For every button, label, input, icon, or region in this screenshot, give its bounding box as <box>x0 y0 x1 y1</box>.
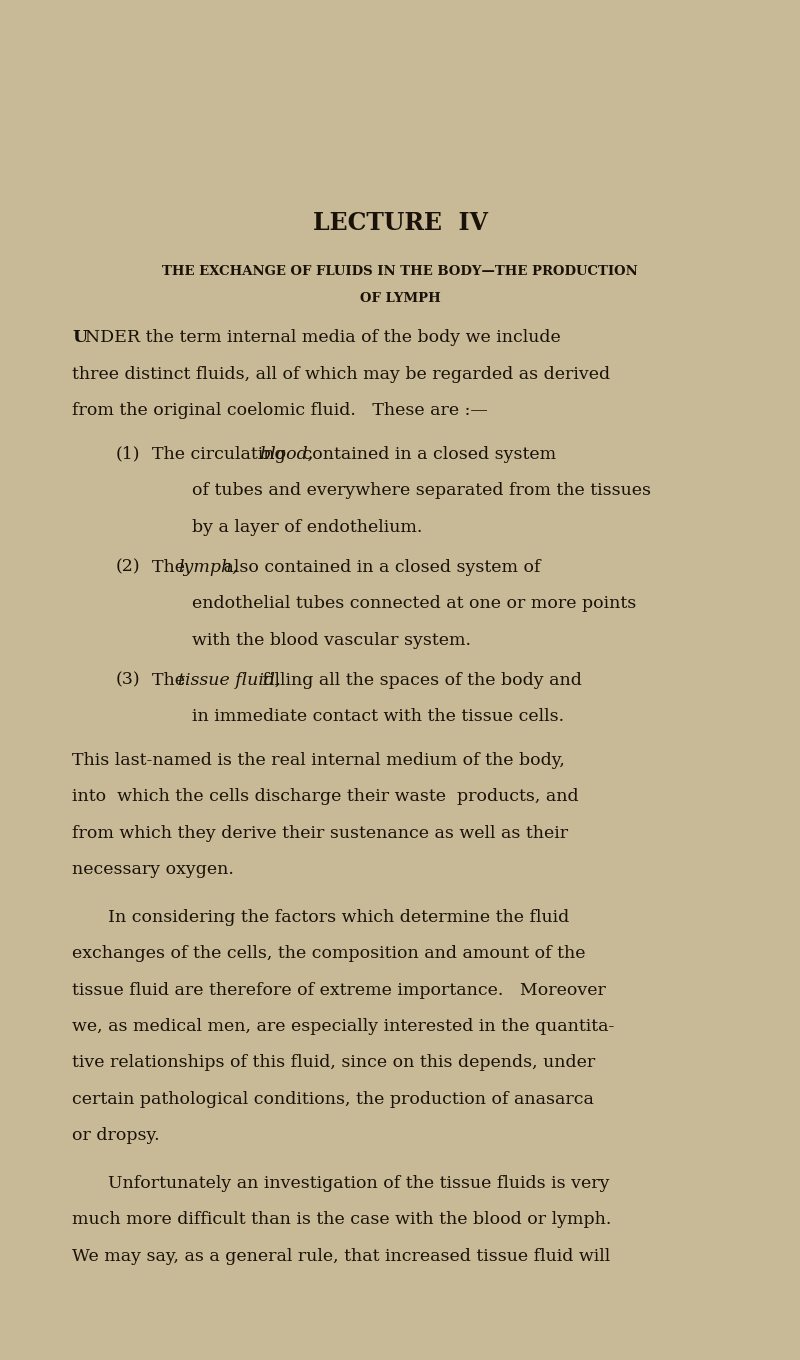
Text: by a layer of endothelium.: by a layer of endothelium. <box>192 518 422 536</box>
Text: from the original coelomic fluid.   These are :—: from the original coelomic fluid. These … <box>72 403 488 419</box>
Text: tive relationships of this fluid, since on this depends, under: tive relationships of this fluid, since … <box>72 1054 595 1072</box>
Text: U: U <box>72 329 87 345</box>
Text: THE EXCHANGE OF FLUIDS IN THE BODY—THE PRODUCTION: THE EXCHANGE OF FLUIDS IN THE BODY—THE P… <box>162 265 638 279</box>
Text: with the blood vascular system.: with the blood vascular system. <box>192 631 471 649</box>
Text: from which they derive their sustenance as well as their: from which they derive their sustenance … <box>72 824 568 842</box>
Text: The: The <box>152 559 190 575</box>
Text: NDER the term internal media of the body we include: NDER the term internal media of the body… <box>85 329 561 345</box>
Text: much more difficult than is the case with the blood or lymph.: much more difficult than is the case wit… <box>72 1212 611 1228</box>
Text: (1): (1) <box>116 446 141 462</box>
Text: In considering the factors which determine the fluid: In considering the factors which determi… <box>108 908 570 926</box>
Text: we, as medical men, are especially interested in the quantita-: we, as medical men, are especially inter… <box>72 1019 614 1035</box>
Text: three distinct fluids, all of which may be regarded as derived: three distinct fluids, all of which may … <box>72 366 610 382</box>
Text: blood,: blood, <box>259 446 314 462</box>
Text: tissue fluid are therefore of extreme importance.   Moreover: tissue fluid are therefore of extreme im… <box>72 982 606 998</box>
Text: We may say, as a general rule, that increased tissue fluid will: We may say, as a general rule, that incr… <box>72 1247 610 1265</box>
Text: endothelial tubes connected at one or more points: endothelial tubes connected at one or mo… <box>192 596 636 612</box>
Text: The circulating: The circulating <box>152 446 291 462</box>
Text: (2): (2) <box>116 559 141 575</box>
Text: lymph,: lymph, <box>178 559 238 575</box>
Text: in immediate contact with the tissue cells.: in immediate contact with the tissue cel… <box>192 709 564 725</box>
Text: certain pathological conditions, the production of anasarca: certain pathological conditions, the pro… <box>72 1091 594 1108</box>
Text: exchanges of the cells, the composition and amount of the: exchanges of the cells, the composition … <box>72 945 586 962</box>
Text: LECTURE  IV: LECTURE IV <box>313 211 487 235</box>
Text: tissue fluid,: tissue fluid, <box>178 672 281 688</box>
Text: necessary oxygen.: necessary oxygen. <box>72 861 234 879</box>
Text: of tubes and everywhere separated from the tissues: of tubes and everywhere separated from t… <box>192 483 651 499</box>
Text: OF LYMPH: OF LYMPH <box>360 292 440 306</box>
Text: also contained in a closed system of: also contained in a closed system of <box>218 559 541 575</box>
Text: contained in a closed system: contained in a closed system <box>297 446 556 462</box>
Text: into  which the cells discharge their waste  products, and: into which the cells discharge their was… <box>72 789 578 805</box>
Text: or dropsy.: or dropsy. <box>72 1127 160 1144</box>
Text: The: The <box>152 672 190 688</box>
Text: (3): (3) <box>116 672 141 688</box>
Text: Unfortunately an investigation of the tissue fluids is very: Unfortunately an investigation of the ti… <box>108 1175 610 1191</box>
Text: filling all the spaces of the body and: filling all the spaces of the body and <box>257 672 582 688</box>
Text: This last-named is the real internal medium of the body,: This last-named is the real internal med… <box>72 752 565 768</box>
